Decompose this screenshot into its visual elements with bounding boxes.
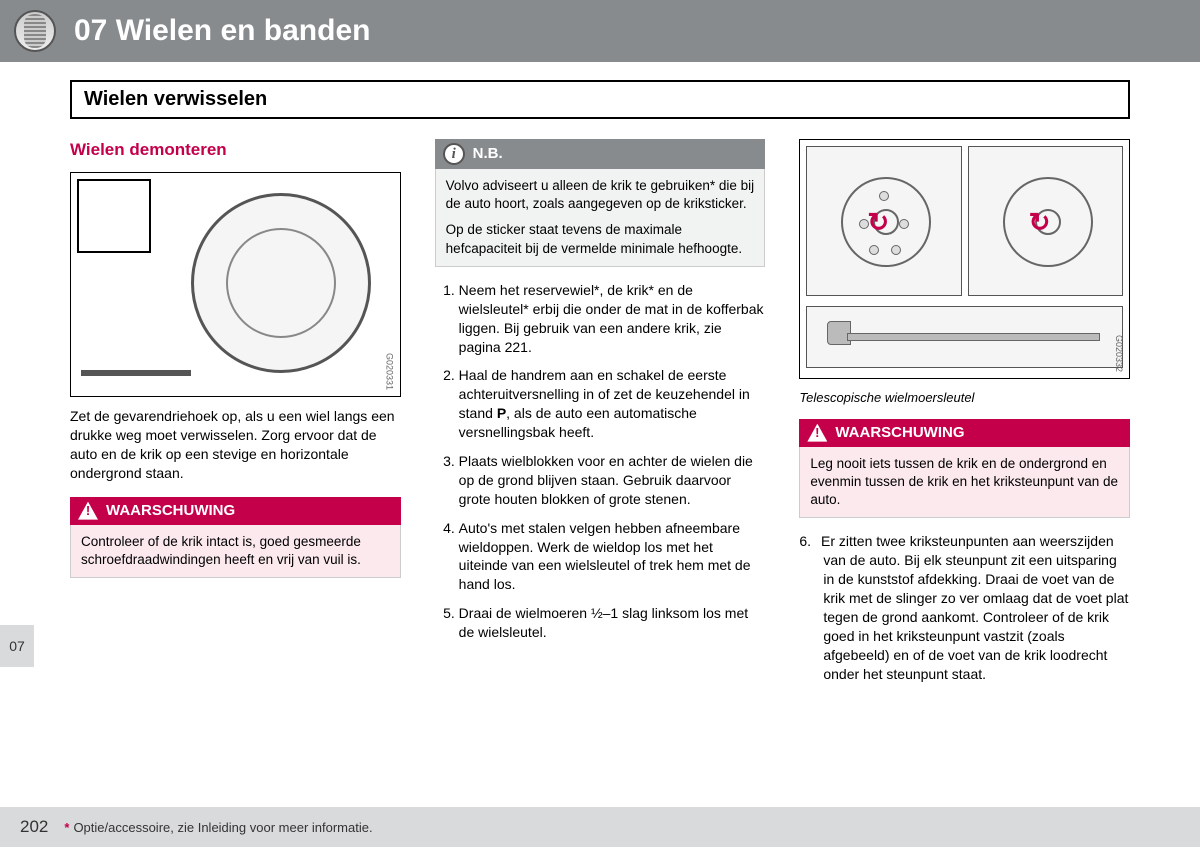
figure-code: G020331 xyxy=(384,353,396,390)
side-tab: 07 xyxy=(0,625,34,667)
wheel-illustration xyxy=(191,193,371,373)
step-2: Haal de handrem aan en schakel de eerste… xyxy=(459,366,766,442)
step-1: Neem het reservewiel*, de krik* en de wi… xyxy=(459,281,766,357)
figure-wrench: ↻ ↻ G020332 xyxy=(799,139,1130,379)
step-5: Draai de wielmoeren ½–1 slag linksom los… xyxy=(459,604,766,642)
column-2: i N.B. Volvo adviseert u alleen de krik … xyxy=(435,139,766,684)
figure-caption: Telescopische wielmoersleutel xyxy=(799,389,1130,407)
asterisk-icon: * xyxy=(64,820,69,835)
note-header: i N.B. xyxy=(435,139,766,169)
figure-inset xyxy=(77,179,151,253)
warning-title-2: WAARSCHUWING xyxy=(835,423,964,443)
note-p1: Volvo adviseert u alleen de krik te gebr… xyxy=(446,177,755,213)
para-safety: Zet de gevarendriehoek op, als u een wie… xyxy=(70,407,401,483)
step-3: Plaats wielblokken voor en achter de wie… xyxy=(459,452,766,509)
note-body: Volvo adviseert u alleen de krik te gebr… xyxy=(435,169,766,267)
steps-list: Neem het reservewiel*, de krik* en de wi… xyxy=(435,281,766,642)
figure-wheel-removal: G020331 xyxy=(70,172,401,397)
figure-code-2: G020332 xyxy=(1113,335,1125,372)
warning-header-2: ! WAARSCHUWING xyxy=(799,419,1130,447)
step-6-list: Er zitten twee kriksteunpunten aan weers… xyxy=(799,532,1130,683)
page-number: 202 xyxy=(20,817,48,837)
column-3: ↻ ↻ G020332 Telescopische wielmoersleute… xyxy=(799,139,1130,684)
fig-hub-left: ↻ xyxy=(806,146,961,296)
warning-box-1: ! WAARSCHUWING Controleer of de krik int… xyxy=(70,497,401,579)
info-icon: i xyxy=(443,143,465,165)
warning-header-1: ! WAARSCHUWING xyxy=(70,497,401,525)
warning-body-1: Controleer of de krik intact is, goed ge… xyxy=(70,525,401,578)
note-title: N.B. xyxy=(473,144,503,164)
section-title-box: Wielen verwisselen xyxy=(70,80,1130,119)
note-box: i N.B. Volvo adviseert u alleen de krik … xyxy=(435,139,766,267)
step-4: Auto's met stalen velgen hebben afneemba… xyxy=(459,519,766,595)
fig-hub-right: ↻ xyxy=(968,146,1123,296)
warning-triangle-icon: ! xyxy=(807,424,827,442)
step-6: Er zitten twee kriksteunpunten aan weers… xyxy=(823,532,1130,683)
note-p2: Op de sticker staat tevens de maximale h… xyxy=(446,221,755,257)
warning-triangle-icon: ! xyxy=(78,502,98,520)
tire-icon xyxy=(14,10,56,52)
subheading-demonteren: Wielen demonteren xyxy=(70,139,401,162)
column-1: Wielen demonteren G020331 Zet de gevaren… xyxy=(70,139,401,684)
chapter-header: 07 Wielen en banden xyxy=(0,0,1200,62)
wrench-illustration xyxy=(81,370,191,376)
fig-wrench-tool xyxy=(806,306,1123,368)
warning-title-1: WAARSCHUWING xyxy=(106,501,235,521)
warning-body-2: Leg nooit iets tussen de krik en de onde… xyxy=(799,447,1130,519)
footer-note: Optie/accessoire, zie Inleiding voor mee… xyxy=(73,820,372,835)
warning-box-2: ! WAARSCHUWING Leg nooit iets tussen de … xyxy=(799,419,1130,519)
section-title: Wielen verwisselen xyxy=(84,88,1116,111)
page-footer: 202 * Optie/accessoire, zie Inleiding vo… xyxy=(0,807,1200,847)
content-columns: Wielen demonteren G020331 Zet de gevaren… xyxy=(0,119,1200,684)
chapter-title: 07 Wielen en banden xyxy=(74,14,370,48)
